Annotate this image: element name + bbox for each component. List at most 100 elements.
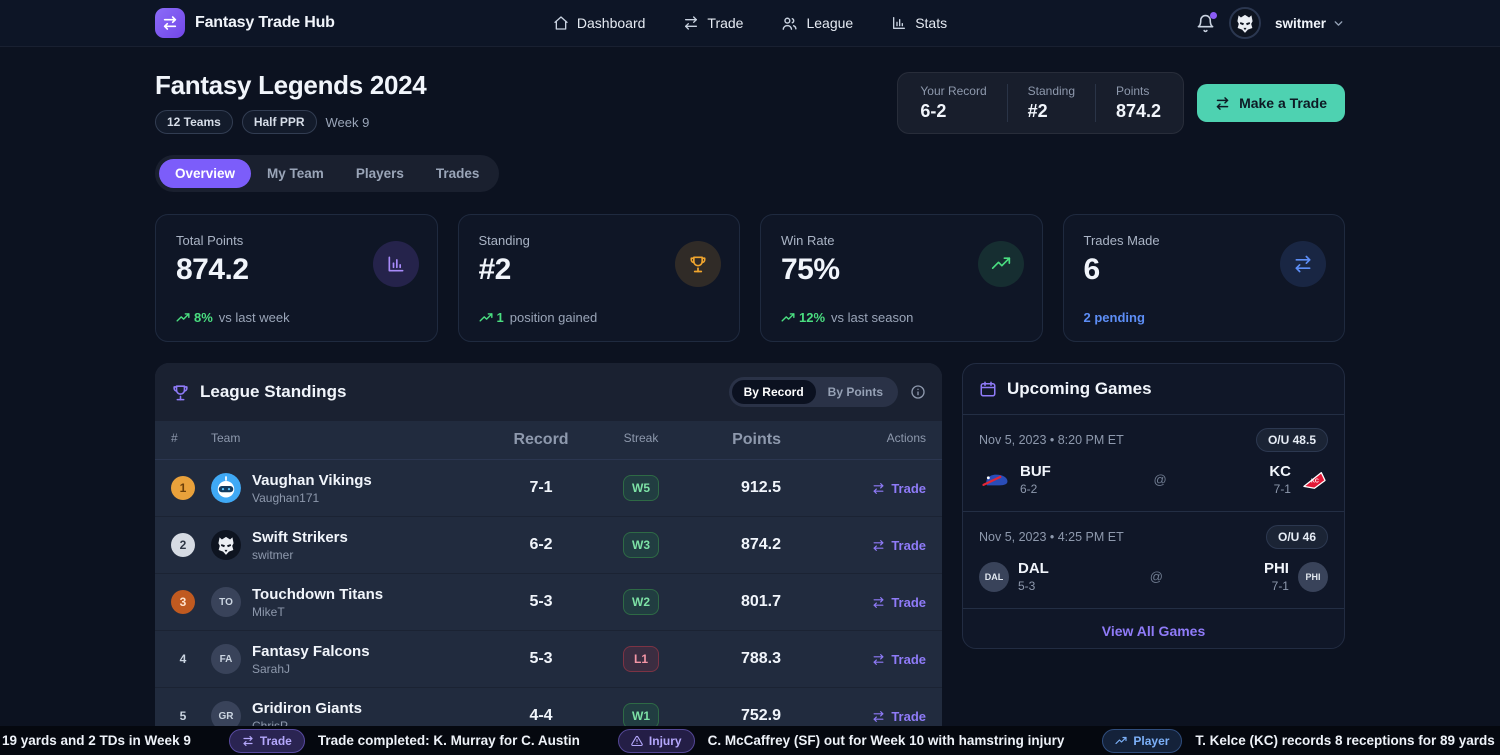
trend-up-indicator: 8%: [176, 310, 213, 325]
trend-up-indicator: 1: [478, 310, 504, 325]
trending-up-icon: [1115, 736, 1127, 744]
player-tag-badge: Player: [1102, 728, 1183, 753]
rank-badge: 1: [171, 476, 195, 500]
cowboys-logo-icon: DAL: [979, 561, 1009, 592]
toggle-by-points[interactable]: By Points: [827, 385, 883, 399]
streak-badge: W3: [623, 532, 659, 558]
trade-button[interactable]: Trade: [872, 538, 926, 553]
stat-value: #2: [478, 253, 512, 286]
nav-right: switmer: [947, 7, 1345, 39]
trophy-icon: [675, 241, 721, 287]
news-ticker[interactable]: 19 yards and 2 TDs in Week 9 Trade Trade…: [0, 726, 1500, 755]
chiefs-logo-icon: KC: [1300, 469, 1328, 491]
summary-value: 874.2: [1116, 101, 1162, 121]
summary-label: Points: [1116, 84, 1150, 98]
stat-label: Standing: [478, 233, 530, 248]
summary-label: Standing: [1027, 84, 1076, 98]
table-header: # Team Record Streak Points Actions: [155, 421, 942, 460]
trending-up-icon: [478, 312, 493, 322]
league-standings-panel: League Standings By Record By Points #: [155, 363, 942, 755]
swap-arrows-icon: [873, 539, 884, 551]
rank-badge: 2: [171, 533, 195, 557]
home-team-record: 7-1: [1273, 482, 1291, 496]
make-a-trade-button[interactable]: Make a Trade: [1197, 84, 1345, 122]
stat-value: 874.2: [176, 253, 249, 286]
team-name: Vaughan Vikings: [252, 471, 372, 489]
table-row[interactable]: 3 TO Touchdown Titans MikeT 5-3 W2 801.7: [155, 574, 942, 631]
pending-trades-link[interactable]: 2 pending: [1083, 310, 1145, 325]
table-row[interactable]: 1 Vaughan Vikings Vaughan171 7-1 W5 912.…: [155, 460, 942, 517]
rank-badge: 4: [179, 652, 187, 666]
team-owner: switmer: [252, 547, 294, 562]
swap-arrows-icon: [155, 8, 185, 38]
team-owner: Vaughan171: [252, 490, 320, 505]
table-row[interactable]: 4 FA Fantasy Falcons SarahJ 5-3 L1 788.3: [155, 631, 942, 688]
trade-button[interactable]: Trade: [872, 709, 926, 724]
nav-item-league[interactable]: League: [781, 15, 853, 32]
scoring-badge: Half PPR: [241, 110, 317, 134]
away-team-record: 5-3: [1018, 579, 1036, 593]
team-name: Swift Strikers: [252, 528, 348, 546]
toggle-by-record[interactable]: By Record: [731, 380, 816, 404]
record-value: 5-3: [529, 650, 553, 667]
users-icon: [783, 17, 798, 30]
stat-note: position gained: [509, 310, 598, 325]
home-team-record: 7-1: [1271, 579, 1289, 593]
streak-badge: W5: [623, 475, 659, 501]
sort-toggle: By Record By Points: [728, 377, 898, 407]
view-all-games-link[interactable]: View All Games: [1101, 623, 1206, 639]
trade-tag-badge: Trade: [228, 728, 305, 753]
team-avatar: [211, 530, 241, 560]
points-value: 874.2: [740, 536, 781, 553]
trophy-icon: [173, 384, 188, 400]
swap-arrows-icon: [685, 16, 698, 30]
eagles-logo-icon: PHI: [1297, 561, 1328, 592]
nav-item-dashboard[interactable]: Dashboard: [553, 15, 645, 31]
trade-button[interactable]: Trade: [872, 595, 926, 610]
home-team-abbr: KC: [1269, 463, 1291, 480]
home-team-abbr: PHI: [1263, 560, 1289, 577]
user-menu[interactable]: switmer: [1275, 16, 1345, 31]
table-row[interactable]: 2 Swift Strikers switmer 6-2 W3 874.2: [155, 517, 942, 574]
page-title: Fantasy Legends 2024: [155, 70, 427, 100]
swap-arrows-icon: [873, 710, 884, 722]
trade-button[interactable]: Trade: [872, 652, 926, 667]
trending-up-icon: [176, 312, 190, 322]
calendar-icon: [980, 381, 996, 397]
over-under-badge: O/U 48.5: [1255, 428, 1328, 452]
points-value: 912.5: [740, 479, 781, 496]
user-avatar[interactable]: [1228, 7, 1261, 39]
chevron-down-icon: [1334, 20, 1343, 26]
view-tabs: Overview My Team Players Trades: [155, 155, 500, 192]
games-title: Upcoming Games: [1007, 379, 1152, 398]
tab-players[interactable]: Players: [355, 166, 404, 181]
ticker-text: T. Kelce (KC) records 8 receptions for 8…: [1195, 733, 1495, 748]
team-avatar: [211, 473, 241, 503]
stat-label: Win Rate: [781, 233, 835, 248]
swap-arrows-icon: [243, 735, 253, 746]
home-icon: [554, 16, 568, 30]
team-name: Gridiron Giants: [252, 699, 363, 717]
nav-item-stats[interactable]: Stats: [891, 15, 947, 31]
notification-bell-icon[interactable]: [1196, 11, 1217, 33]
nav-menu: Dashboard Trade League Stats: [553, 15, 947, 32]
app-title: Fantasy Trade Hub: [195, 14, 335, 31]
tab-trades[interactable]: Trades: [435, 166, 480, 181]
tab-my-team[interactable]: My Team: [267, 166, 324, 181]
info-icon[interactable]: [910, 384, 926, 400]
game-card[interactable]: Nov 5, 2023 • 8:20 PM ET O/U 48.5 BUF 6-…: [963, 415, 1344, 512]
standings-title: League Standings: [200, 382, 347, 401]
brand[interactable]: Fantasy Trade Hub: [155, 8, 553, 38]
tab-overview[interactable]: Overview: [159, 159, 252, 188]
bills-logo-icon: [979, 469, 1011, 491]
away-team-abbr: BUF: [1020, 463, 1051, 480]
team-avatar: FA: [211, 644, 241, 674]
trending-up-icon: [977, 241, 1024, 287]
trade-button[interactable]: Trade: [872, 481, 926, 496]
ticker-text: 19 yards and 2 TDs in Week 9: [2, 733, 191, 748]
nav-item-trade[interactable]: Trade: [683, 15, 743, 31]
notification-dot: [1209, 11, 1217, 19]
away-team-abbr: DAL: [1018, 560, 1049, 577]
game-card[interactable]: Nov 5, 2023 • 4:25 PM ET O/U 46 DAL DAL …: [963, 512, 1344, 609]
